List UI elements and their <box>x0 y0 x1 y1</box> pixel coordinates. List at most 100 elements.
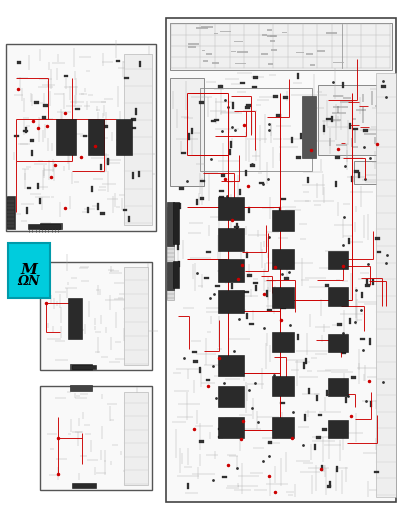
Bar <box>228 206 230 212</box>
Bar <box>365 284 370 287</box>
Bar <box>377 251 382 253</box>
Bar <box>272 249 294 269</box>
Bar <box>177 244 179 250</box>
Bar <box>330 116 332 122</box>
Bar <box>6 44 156 231</box>
Bar <box>26 127 28 133</box>
Bar <box>268 441 272 444</box>
Bar <box>236 428 241 431</box>
Bar <box>328 287 348 306</box>
Bar <box>249 323 254 325</box>
Bar <box>376 73 396 497</box>
Bar <box>272 417 294 438</box>
Bar <box>7 196 15 229</box>
Bar <box>351 377 356 379</box>
Bar <box>98 204 100 210</box>
Bar <box>267 309 272 311</box>
Bar <box>235 63 246 64</box>
Bar <box>26 207 28 213</box>
Bar <box>337 323 342 326</box>
Bar <box>39 198 41 205</box>
Bar <box>214 119 219 121</box>
Bar <box>40 262 152 370</box>
Bar <box>139 61 141 67</box>
Bar <box>232 102 234 108</box>
Bar <box>254 76 258 79</box>
Bar <box>336 181 338 187</box>
Bar <box>178 261 180 267</box>
Bar <box>240 82 245 84</box>
Bar <box>8 243 50 298</box>
Bar <box>167 202 174 246</box>
Bar <box>304 414 306 421</box>
Bar <box>246 170 248 176</box>
Bar <box>56 119 76 155</box>
Bar <box>329 481 331 487</box>
Bar <box>30 139 34 142</box>
Bar <box>72 483 96 488</box>
Bar <box>218 259 244 282</box>
Bar <box>370 401 372 407</box>
Bar <box>305 358 307 365</box>
Bar <box>218 85 222 88</box>
Bar <box>131 126 136 129</box>
Bar <box>88 119 104 155</box>
Bar <box>82 135 87 137</box>
Bar <box>40 386 152 490</box>
Bar <box>173 202 179 244</box>
Bar <box>191 128 193 134</box>
Text: ΩN: ΩN <box>18 275 40 288</box>
Bar <box>200 88 312 171</box>
Bar <box>272 210 294 231</box>
Bar <box>231 51 236 52</box>
Bar <box>199 440 204 443</box>
Bar <box>262 34 267 36</box>
Bar <box>270 40 274 42</box>
Bar <box>375 237 380 240</box>
Bar <box>349 318 351 324</box>
Bar <box>192 351 196 353</box>
Bar <box>188 46 196 48</box>
Bar <box>228 402 233 405</box>
Bar <box>259 182 264 184</box>
Bar <box>23 130 28 132</box>
Bar <box>350 123 352 130</box>
Bar <box>238 189 240 195</box>
Bar <box>201 26 213 28</box>
Bar <box>170 23 392 70</box>
Bar <box>42 117 46 119</box>
Bar <box>124 267 148 365</box>
Bar <box>218 290 244 313</box>
Bar <box>218 228 244 251</box>
Bar <box>368 338 370 344</box>
Bar <box>199 102 204 104</box>
Bar <box>302 96 316 158</box>
Bar <box>222 476 227 479</box>
Bar <box>284 277 289 280</box>
Bar <box>328 251 348 269</box>
Bar <box>296 156 301 159</box>
Bar <box>103 125 108 128</box>
Bar <box>345 397 347 403</box>
Bar <box>138 170 140 177</box>
Bar <box>206 251 211 253</box>
Bar <box>167 207 174 300</box>
Bar <box>72 365 96 369</box>
Bar <box>70 364 92 370</box>
Bar <box>282 32 286 33</box>
Bar <box>64 75 68 78</box>
Bar <box>107 157 109 164</box>
Bar <box>279 207 281 213</box>
Bar <box>272 287 294 308</box>
Bar <box>219 190 224 192</box>
Bar <box>307 177 309 183</box>
Bar <box>203 60 208 62</box>
Bar <box>281 306 286 309</box>
Bar <box>302 363 304 369</box>
Bar <box>234 225 239 228</box>
Bar <box>262 53 268 55</box>
Bar <box>206 379 210 381</box>
Bar <box>250 164 255 167</box>
Bar <box>247 275 252 277</box>
Bar <box>273 95 278 98</box>
